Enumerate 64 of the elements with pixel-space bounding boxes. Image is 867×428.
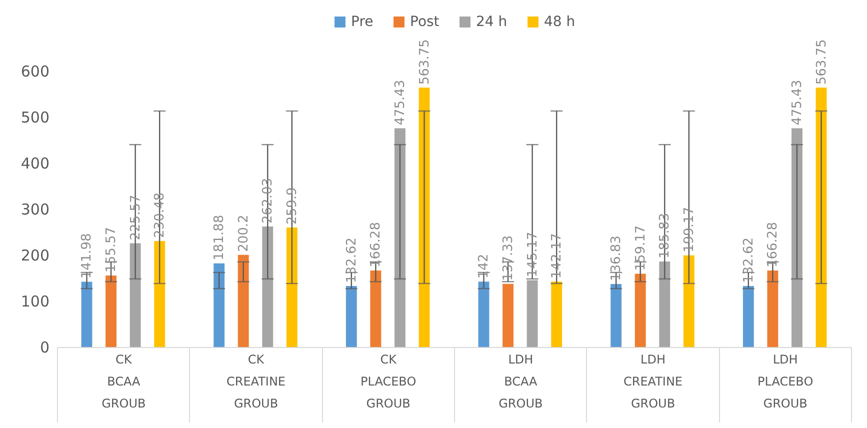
bar [767, 270, 778, 347]
data-label: 262.03 [260, 178, 276, 224]
data-label: 181.88 [212, 214, 228, 260]
data-label: 563.75 [814, 39, 830, 85]
bar [742, 286, 754, 347]
data-label: 132.62 [741, 237, 756, 283]
bar [286, 227, 298, 347]
bar [370, 270, 382, 347]
data-label: 166.28 [766, 222, 781, 268]
data-label: 132.62 [344, 237, 360, 283]
bar [792, 128, 802, 347]
legend-label: 24 h [476, 14, 508, 30]
data-label: 136.83 [609, 236, 624, 282]
bar [262, 226, 274, 347]
bar [526, 280, 538, 347]
legend-label: Pre [351, 14, 374, 30]
data-label: 199.17 [682, 206, 697, 252]
data-label: 200.2 [236, 214, 252, 252]
bar [106, 275, 116, 347]
bar [683, 255, 694, 347]
data-label: 159.17 [633, 225, 648, 271]
data-label: 259.9 [284, 187, 300, 224]
bar [634, 274, 646, 347]
bar [81, 282, 92, 347]
bar [502, 284, 514, 347]
y-tick-label: 200 [20, 246, 50, 264]
data-label: 185.83 [658, 213, 673, 259]
bar [130, 243, 141, 347]
x-tick-label: LDH BCAA GROUB [498, 352, 543, 410]
bar [238, 254, 249, 347]
bar [394, 128, 406, 347]
bar [551, 282, 562, 347]
y-tick-label: 400 [20, 154, 50, 172]
bar [418, 88, 430, 347]
y-tick-label: 500 [20, 108, 50, 126]
bar [816, 88, 827, 347]
data-label: 475.43 [392, 80, 408, 126]
data-label: 141.98 [80, 233, 95, 279]
data-label: 225.57 [128, 194, 144, 240]
y-tick-label: 100 [20, 292, 50, 310]
y-tick-label: 300 [20, 200, 50, 218]
y-tick-label: 600 [20, 62, 50, 80]
x-tick-label: LDH CREATINE GROUB [623, 352, 683, 410]
x-tick-label: CK CREATINE GROUB [226, 352, 286, 410]
data-label: 145.17 [525, 232, 540, 278]
data-label: 142.17 [550, 233, 565, 279]
y-tick-label: 0 [40, 338, 50, 356]
data-label: 563.75 [417, 39, 432, 85]
bar [610, 284, 622, 347]
bar [214, 263, 225, 347]
x-tick-label: CK BCAA GROUB [102, 352, 146, 410]
bar [478, 282, 490, 347]
x-tick-label: LDH PLACEBO GROUB [758, 352, 814, 410]
bar [346, 286, 357, 347]
x-tick-label: CK PLACEBO GROUB [360, 352, 416, 410]
legend-label: 48 h [544, 14, 576, 30]
bar [154, 240, 166, 347]
data-label: 142 [476, 254, 492, 279]
legend-label: Post [410, 14, 440, 30]
bar [659, 262, 670, 347]
data-label: 166.28 [368, 222, 384, 268]
data-label: 475.43 [790, 80, 805, 126]
data-label: 230.48 [152, 192, 168, 238]
data-label: 137.33 [501, 235, 516, 281]
